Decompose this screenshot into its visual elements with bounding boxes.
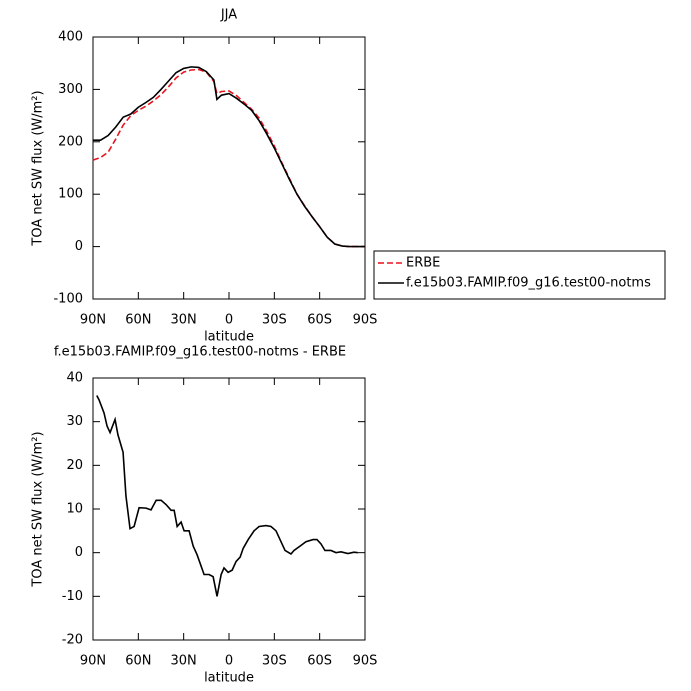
x-tick-label: 90N (80, 313, 106, 328)
axes (92, 377, 366, 641)
legend-box (373, 250, 666, 300)
y-axis-label: TOA net SW flux (W/m²) (31, 90, 46, 246)
x-tick-label: 0 (225, 313, 233, 328)
x-axis-label: latitude (204, 671, 254, 686)
plot-frame (92, 377, 366, 641)
chart-title: f.e15b03.FAMIP.f09_g16.test00-notms - ER… (54, 345, 346, 360)
x-tick-label: 90S (353, 313, 378, 328)
y-tick-label: -20 (62, 633, 83, 648)
y-tick-label: 20 (66, 458, 83, 473)
legend-label: ERBE (406, 256, 440, 271)
x-tick-label: 60N (125, 654, 151, 669)
y-tick-label: -10 (62, 589, 83, 604)
x-tick-label: 60S (307, 654, 332, 669)
plot-frame (92, 36, 366, 300)
x-tick-label: 30S (262, 654, 287, 669)
y-tick-label: 40 (66, 371, 83, 386)
data-line (93, 66, 365, 248)
x-tick-label: 90S (353, 654, 378, 669)
y-tick-label: 30 (66, 414, 83, 429)
data-line (92, 68, 365, 248)
chart-title: JJA (220, 8, 237, 23)
y-tick-label: 200 (58, 134, 83, 149)
x-tick-label: 30S (262, 313, 287, 328)
y-tick-label: 10 (66, 502, 83, 517)
y-tick-label: 300 (58, 82, 83, 97)
y-tick-label: 0 (75, 239, 83, 254)
x-tick-label: 0 (225, 654, 233, 669)
y-tick-label: 0 (75, 545, 83, 560)
legend: ERBE f.e15b03.FAMIP.f09_g16.test00-notms (373, 250, 666, 300)
x-tick-label: 60S (307, 313, 332, 328)
y-tick-label: -100 (53, 292, 83, 307)
x-tick-label: 30N (171, 313, 197, 328)
y-tick-label: 400 (58, 30, 83, 45)
x-tick-label: 30N (171, 654, 197, 669)
legend-label: f.e15b03.FAMIP.f09_g16.test00-notms (406, 276, 651, 291)
x-axis-label: latitude (204, 330, 254, 345)
y-axis-label: TOA net SW flux (W/m²) (31, 431, 46, 587)
y-tick-label: 100 (58, 187, 83, 202)
data-line (96, 395, 358, 597)
axes (92, 36, 366, 300)
x-tick-label: 90N (80, 654, 106, 669)
x-tick-label: 60N (125, 313, 151, 328)
